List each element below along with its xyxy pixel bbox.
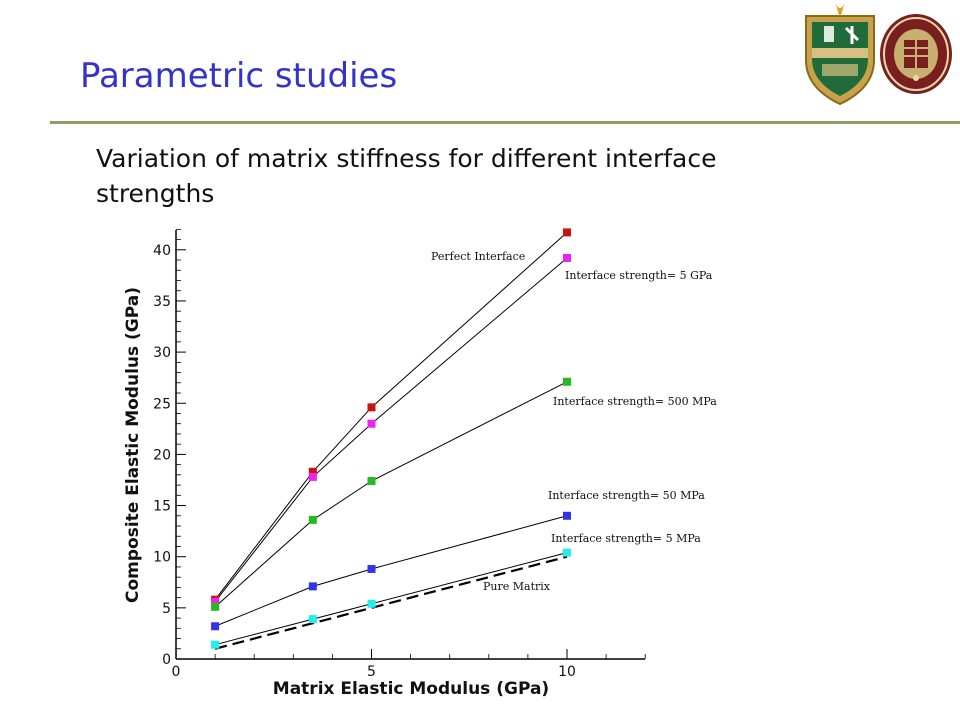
data-point: [367, 476, 376, 485]
data-point: [367, 599, 376, 608]
data-point: [308, 472, 317, 481]
x-tick-label: 10: [558, 664, 576, 680]
data-point: [211, 640, 220, 649]
slide-subtitle: Variation of matrix stiffness for differ…: [96, 144, 717, 208]
data-point: [308, 615, 317, 624]
y-tick-label: 25: [153, 396, 171, 412]
series-line: [214, 515, 568, 627]
y-tick-label: 30: [153, 345, 171, 361]
y-tick-label: 40: [153, 243, 171, 259]
series-line: [214, 381, 568, 608]
y-tick-label: 10: [153, 550, 171, 566]
series-label: Interface strength= 500 MPa: [553, 395, 717, 408]
x-axis-label: Matrix Elastic Modulus (GPa): [273, 679, 549, 699]
data-point: [308, 582, 317, 591]
data-point: [367, 419, 376, 428]
chart-frame: [175, 230, 645, 660]
axis-ticks: [175, 228, 646, 660]
data-point: [308, 515, 317, 524]
data-point: [211, 622, 220, 631]
series-label: Pure Matrix: [483, 580, 551, 593]
series-label: Interface strength= 5 MPa: [551, 532, 701, 545]
series-markers: [211, 228, 571, 649]
data-point: [367, 403, 376, 412]
data-point: [563, 377, 571, 386]
y-axis-label: Composite Elastic Modulus (GPa): [123, 287, 143, 603]
university-seal-logo: [880, 14, 952, 94]
y-tick-label: 0: [162, 652, 171, 668]
series-line: [214, 552, 568, 646]
series-lines: [214, 232, 568, 650]
data-point: [563, 228, 571, 237]
series-line: [214, 232, 568, 600]
data-point: [367, 564, 376, 573]
y-tick-label: 5: [162, 601, 171, 617]
crest-logo: [805, 4, 875, 106]
series-label: Perfect Interface: [431, 250, 525, 263]
data-point: [563, 511, 571, 520]
y-tick-label: 35: [153, 294, 171, 310]
series-label: Interface strength= 50 MPa: [548, 489, 705, 502]
series-line: [214, 555, 568, 650]
x-tick-label: 0: [172, 664, 181, 680]
data-point: [308, 467, 317, 476]
series-line: [214, 257, 568, 603]
data-point: [563, 253, 571, 262]
data-point: [211, 602, 220, 611]
slide-title: Parametric studies: [80, 56, 398, 96]
data-point: [563, 548, 571, 557]
axis-tick-labels: 0 5 10 15 20 25 30 35 40 0 5 10: [153, 243, 576, 680]
series-label: Interface strength= 5 GPa: [565, 269, 713, 282]
x-tick-label: 5: [367, 664, 376, 680]
y-tick-label: 20: [153, 447, 171, 463]
data-point: [211, 597, 220, 606]
title-underline: [50, 121, 960, 124]
series-annotations: Perfect Interface Interface strength= 5 G…: [431, 250, 717, 593]
y-tick-label: 15: [153, 499, 171, 515]
